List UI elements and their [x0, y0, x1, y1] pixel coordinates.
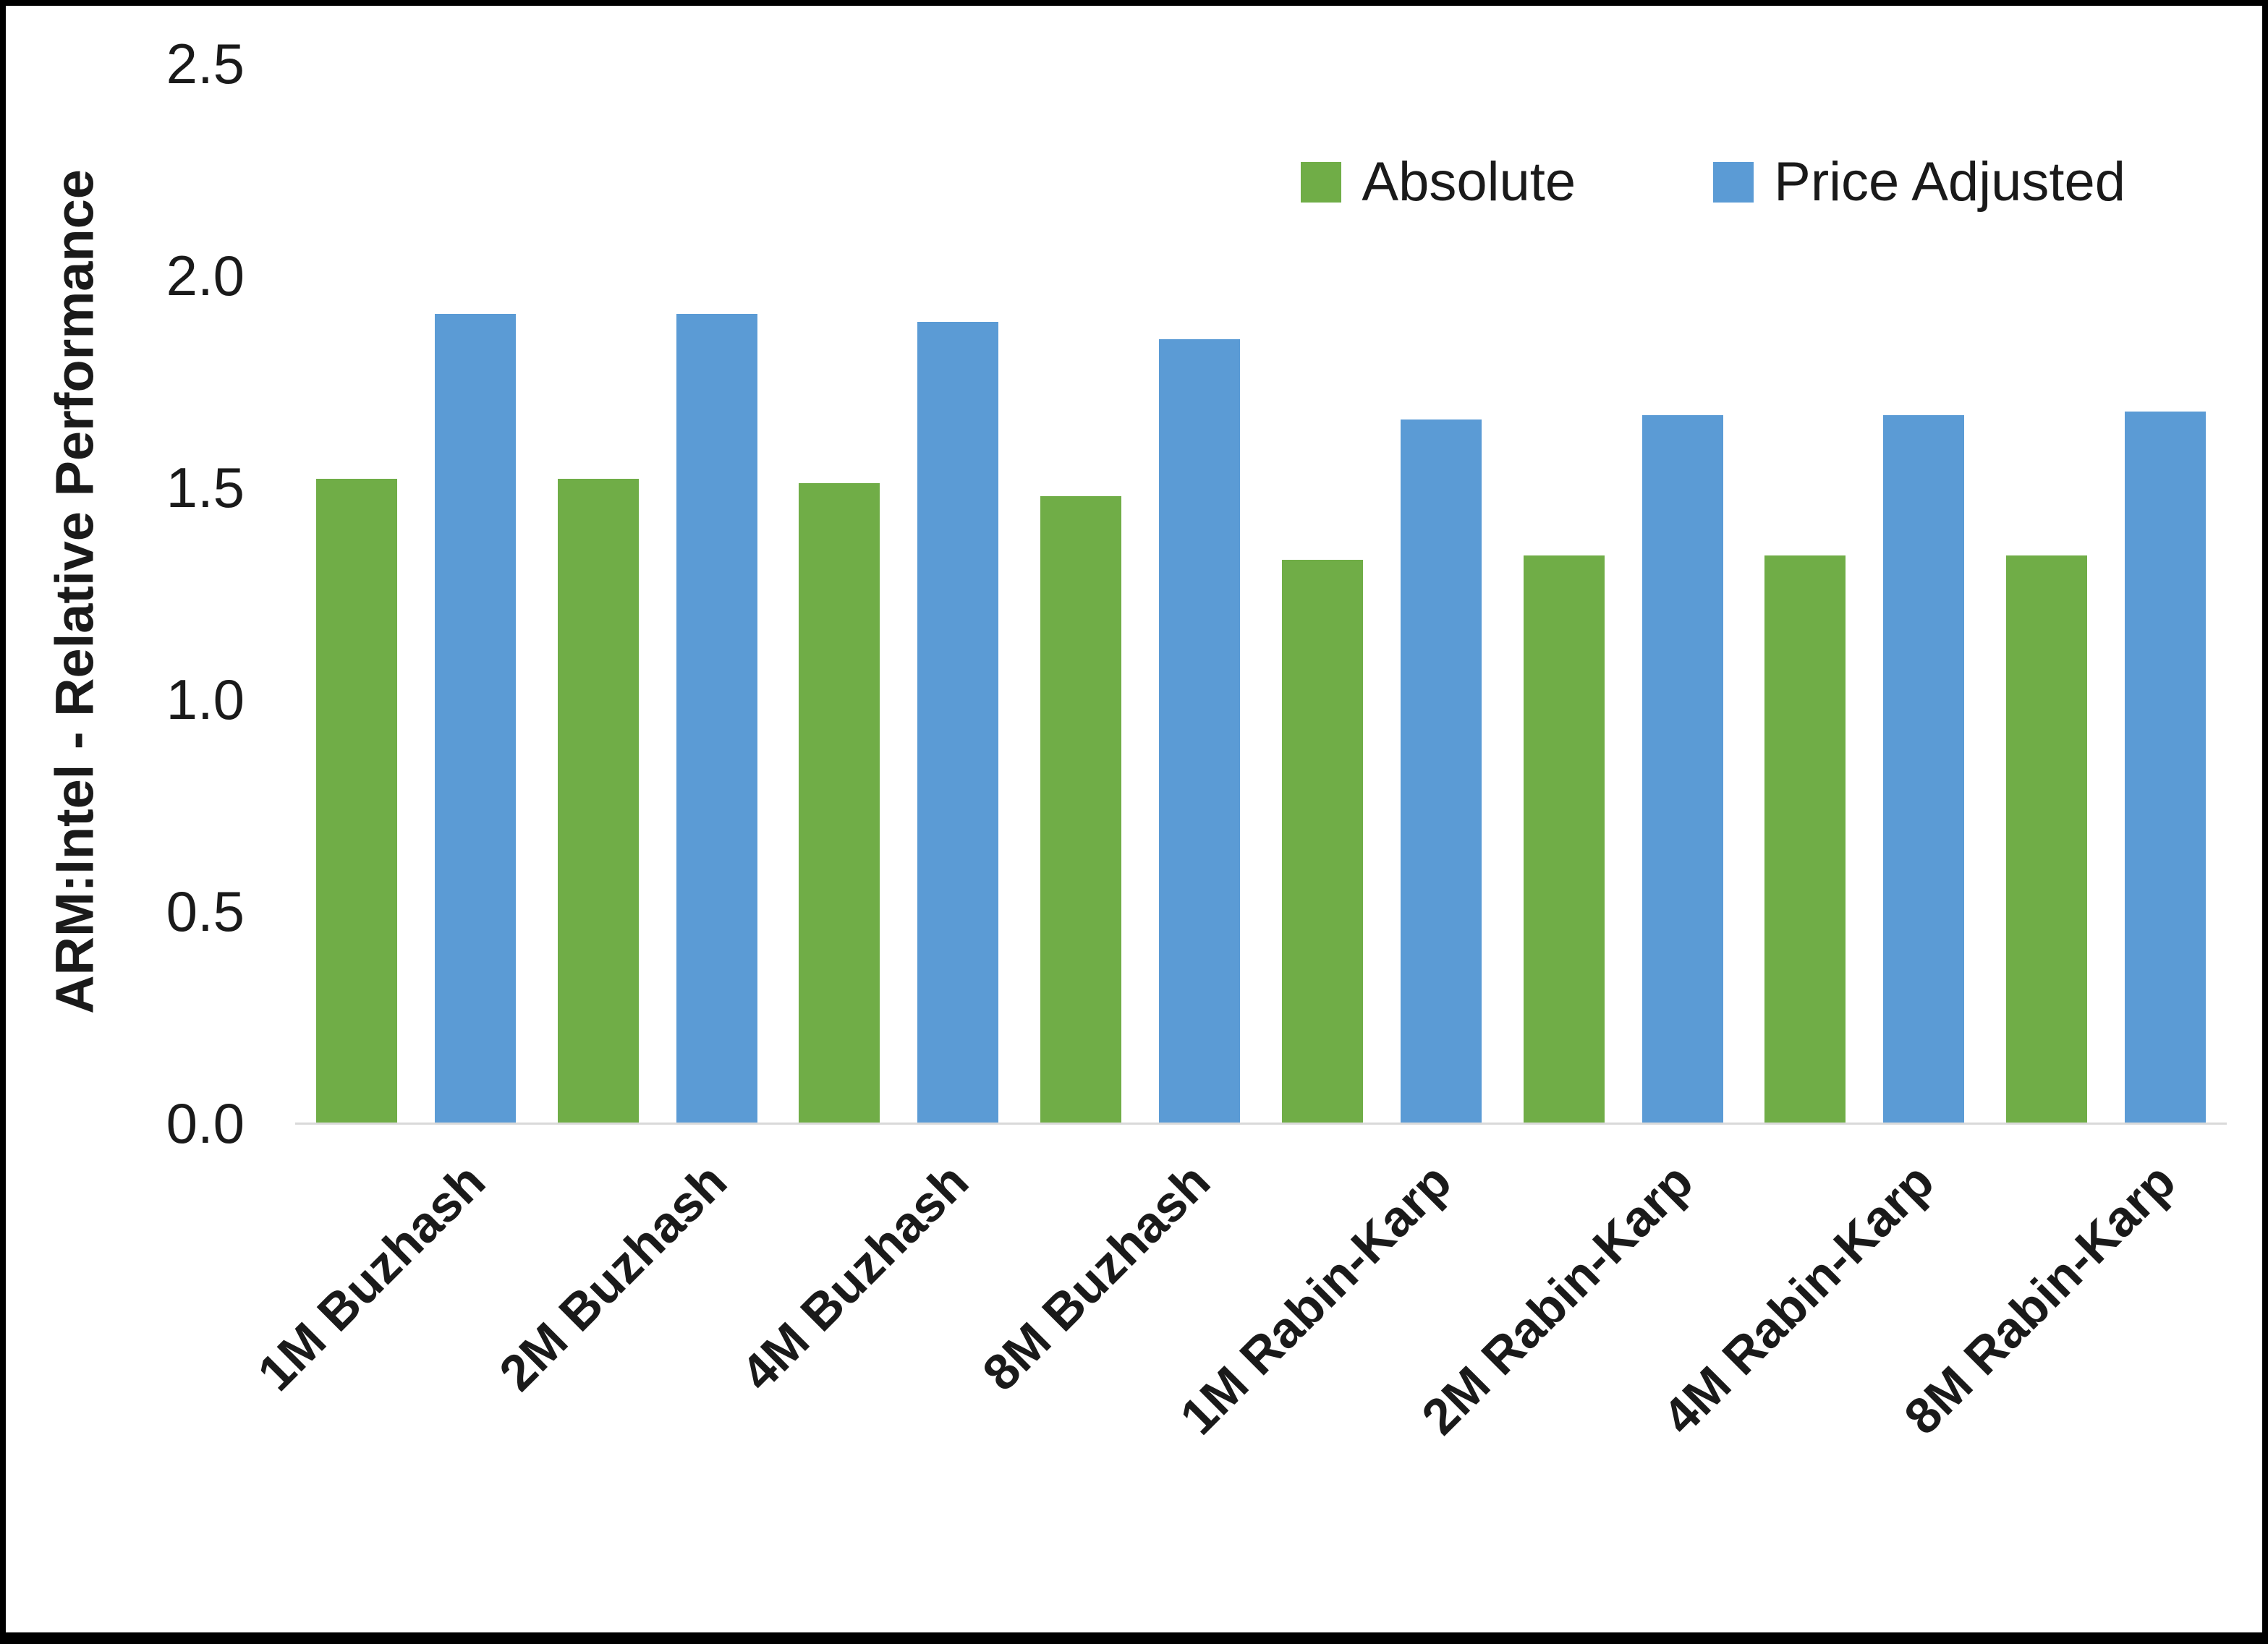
plot-area: Absolute Price Adjusted	[295, 64, 2227, 1125]
legend-item-absolute: Absolute	[1301, 150, 1576, 213]
y-tick-label: 1.5	[166, 456, 245, 519]
legend-label: Absolute	[1362, 151, 1576, 213]
bar-price-adjusted-2m-rabin-karp	[1641, 415, 1723, 1123]
bar-absolute-8m-rabin-karp	[2006, 555, 2088, 1123]
y-tick-label: 1.0	[166, 668, 245, 731]
bar-price-adjusted-1m-rabin-karp	[1400, 419, 1482, 1123]
bar-group-2m-buzhash	[537, 64, 778, 1123]
x-axis-label-text: 4M Buzhash	[730, 1152, 980, 1402]
y-tick-label: 2.5	[166, 32, 245, 95]
legend-item-price-adjusted: Price Adjusted	[1713, 150, 2125, 213]
bar-price-adjusted-4m-buzhash	[917, 322, 999, 1123]
bar-price-adjusted-8m-buzhash	[1159, 338, 1241, 1123]
bar-group-1m-rabin-karp	[1261, 64, 1503, 1123]
bar-group-2m-rabin-karp	[1503, 64, 1744, 1123]
bar-absolute-4m-buzhash	[799, 483, 880, 1123]
bars-container	[295, 64, 2227, 1123]
y-tick-label: 0.0	[166, 1091, 245, 1155]
bar-price-adjusted-1m-buzhash	[434, 313, 516, 1123]
bar-absolute-1m-buzhash	[315, 479, 397, 1123]
bar-price-adjusted-8m-rabin-karp	[2125, 411, 2207, 1123]
bar-price-adjusted-4m-rabin-karp	[1883, 415, 1965, 1123]
legend: Absolute Price Adjusted	[1301, 150, 2125, 213]
x-axis-label-text: 2M Buzhash	[488, 1152, 738, 1402]
bar-group-8m-rabin-karp	[1985, 64, 2227, 1123]
legend-label: Price Adjusted	[1774, 151, 2125, 213]
bar-absolute-2m-rabin-karp	[1523, 555, 1605, 1123]
bar-price-adjusted-2m-buzhash	[676, 313, 757, 1123]
bar-absolute-2m-buzhash	[557, 479, 639, 1123]
bar-group-4m-rabin-karp	[1744, 64, 1986, 1123]
bar-absolute-1m-rabin-karp	[1281, 559, 1363, 1123]
bar-group-1m-buzhash	[295, 64, 537, 1123]
y-tick-label: 2.0	[166, 244, 245, 307]
bar-group-8m-buzhash	[1019, 64, 1261, 1123]
x-axis-label-text: 1M Buzhash	[247, 1152, 496, 1402]
x-axis-label-text: 8M Buzhash	[972, 1152, 1220, 1402]
y-tick-label: 0.5	[166, 880, 245, 943]
x-axis-line	[295, 1123, 2227, 1125]
legend-marker-icon	[1713, 161, 1754, 203]
legend-marker-icon	[1301, 161, 1342, 203]
bar-absolute-4m-rabin-karp	[1764, 555, 1846, 1123]
bar-group-4m-buzhash	[778, 64, 1020, 1123]
bar-absolute-8m-buzhash	[1040, 495, 1122, 1123]
